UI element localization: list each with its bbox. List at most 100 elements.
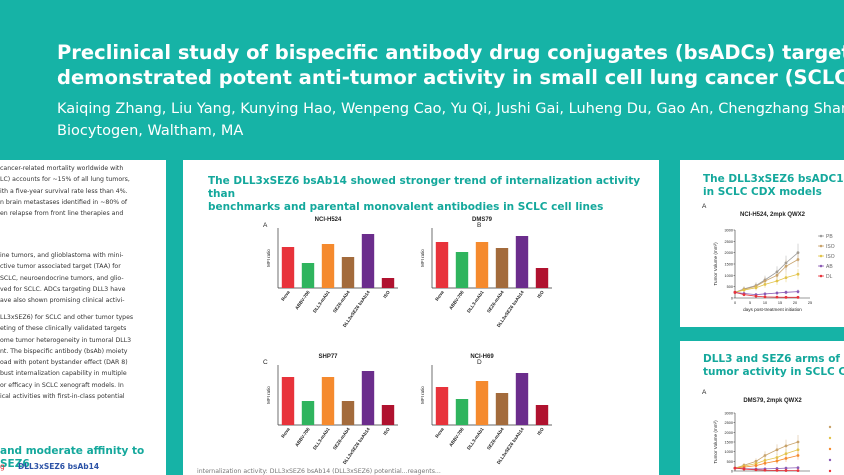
- y-tick-label: 1000: [725, 274, 733, 278]
- chart-title: SHP77: [318, 354, 338, 360]
- data-point: [733, 466, 737, 470]
- data-point: [796, 466, 800, 470]
- legend-marker: [819, 244, 823, 248]
- left-section-heading: and moderate affinity to SEZ6: [0, 445, 145, 470]
- legend-marker: [828, 447, 832, 451]
- data-point: [784, 276, 788, 279]
- data-point: [775, 467, 779, 470]
- data-point: [775, 456, 779, 459]
- bar: [495, 393, 509, 425]
- y-tick-label: 2000: [725, 251, 733, 255]
- legend-label: AB: [826, 264, 833, 270]
- x-tick-label: ISO: [382, 426, 391, 436]
- growth-chart: A DMS79, 2mpk QWX2 Tumor Volume (mm³) 0 500 1…: [702, 389, 832, 474]
- x-tick-label: SEZ6-mAb4: [332, 426, 351, 450]
- text-line: LC) accounts for ~15% of all lung tumors…: [0, 176, 130, 184]
- data-point: [784, 457, 788, 460]
- x-tick-label: SEZ6-mAb4: [486, 426, 505, 450]
- bar: [455, 399, 469, 425]
- x-tick-label: SEZ6-mAb4: [486, 289, 505, 313]
- chart-title: NCI-H524: [315, 217, 342, 223]
- text-line: eting of these clinically validated targ…: [0, 325, 127, 333]
- y-tick-label: 0: [731, 470, 733, 474]
- data-point: [775, 448, 779, 452]
- poster-title-line-2: demonstrated potent anti-tumor activity …: [57, 66, 844, 89]
- legend-marker: [819, 254, 823, 258]
- x-tick-label: ABBV-706: [448, 426, 465, 447]
- panel-letter: A: [263, 222, 268, 229]
- legend-fragment: g: [0, 462, 5, 471]
- x-tick-label: 0: [734, 301, 736, 305]
- legend-label: PB: [826, 234, 833, 240]
- text-line: SCLC, neuroendocrine tumors, and glio-: [0, 274, 124, 282]
- x-tick-label: SEZ6-mAb4: [332, 289, 351, 313]
- data-point: [796, 448, 800, 452]
- text-line: en relapse from front line therapies and: [0, 210, 124, 218]
- data-point: [763, 295, 767, 299]
- y-axis-label: MFI ratio: [420, 249, 425, 267]
- right-top-heading: The DLL3xSEZ6 bsADC14 exh in SCLC CDX mo…: [703, 173, 844, 199]
- left-paragraph-1: cancer-related mortality worldwide with …: [0, 163, 130, 219]
- legend-marker: [828, 469, 832, 473]
- chart-title: NCI-H524, 2mpk QWX2: [740, 212, 806, 218]
- data-point: [763, 454, 767, 457]
- poster-title-line-1: Preclinical study of bispecific antibody…: [57, 41, 844, 64]
- data-point: [775, 459, 779, 463]
- poster-title: Preclinical study of bispecific antibody…: [57, 40, 844, 90]
- data-point: [763, 461, 767, 465]
- data-point: [796, 258, 800, 261]
- bar: [455, 252, 469, 288]
- x-tick-label: 20: [793, 301, 797, 305]
- data-point: [775, 291, 779, 295]
- legend-bsab14: DLL3xSEZ6 bsAb14: [18, 462, 100, 471]
- text-line: n brain metastases identified in ~80% of: [0, 198, 128, 206]
- left-paragraph-3: LL3xSEZ6) for SCLC and other tumor types…: [0, 312, 133, 402]
- x-tick-label: DLL3-mAb1: [312, 289, 331, 313]
- right-panel-top: The DLL3xSEZ6 bsADC14 exh in SCLC CDX mo…: [680, 160, 844, 327]
- legend-marker: [819, 274, 823, 278]
- data-point: [763, 292, 767, 296]
- bar: [361, 234, 375, 288]
- right-panel-bottom: DLL3 and SEZ6 arms of DLL3 tumor activit…: [680, 341, 844, 475]
- data-point: [754, 468, 758, 472]
- x-tick-label: Rova: [280, 426, 291, 438]
- middle-bottom-text: internalization activity: DLL3xSEZ6 bsAb…: [197, 468, 441, 475]
- panel-letter: B: [477, 222, 481, 229]
- x-tick-label: DLL3-mAb1: [312, 426, 331, 450]
- y-tick-label: 2500: [725, 421, 733, 425]
- series-line: [734, 252, 799, 293]
- heading-line-2: tumor activity in SCLC CDX: [703, 366, 844, 378]
- data-point: [754, 294, 758, 298]
- legend-marker: [828, 436, 832, 440]
- poster-affiliation: Biocytogen, Waltham, MA: [57, 123, 244, 139]
- data-point: [742, 293, 746, 296]
- x-tick-label: ISO: [536, 289, 545, 299]
- nci-h524-growth-chart: A NCI-H524, 2mpk QWX2 Tumor Volume (mm³) 0 5…: [702, 203, 835, 312]
- bar: [475, 242, 489, 288]
- legend-marker: [828, 425, 832, 429]
- y-tick-label: 1500: [725, 263, 733, 267]
- legend-label: ISO: [826, 254, 835, 260]
- bar: [475, 381, 489, 425]
- heading-line-2: benchmarks and parental monovalent antib…: [208, 201, 604, 213]
- y-tick-label: 3000: [725, 229, 733, 233]
- text-line: ome tumor heterogeneity in tumoral DLL3: [0, 336, 132, 344]
- text-line: ved for SCLC. ADCs targeting DLL3 have: [0, 285, 126, 293]
- bar: [321, 244, 335, 288]
- poster-authors-block: Kaiqing Zhang, Liu Yang, Kunying Hao, We…: [57, 98, 844, 142]
- panel-letter: A: [702, 203, 707, 210]
- heading-line-1: DLL3 and SEZ6 arms of DLL3: [703, 353, 844, 365]
- x-tick-label: ISO: [536, 426, 545, 436]
- data-point: [763, 283, 767, 286]
- text-line: ical activities with first-in-class pote…: [0, 393, 125, 401]
- text-line: or efficacy in SCLC xenograft models. In: [0, 381, 124, 389]
- text-line: bust internalization capability in multi…: [0, 370, 127, 378]
- data-point: [742, 288, 746, 292]
- data-point: [775, 295, 779, 299]
- data-point: [784, 444, 788, 448]
- data-point: [784, 466, 788, 470]
- left-paragraph-2: ine tumors, and glioblastoma with mini- …: [0, 250, 125, 306]
- data-point: [796, 290, 800, 294]
